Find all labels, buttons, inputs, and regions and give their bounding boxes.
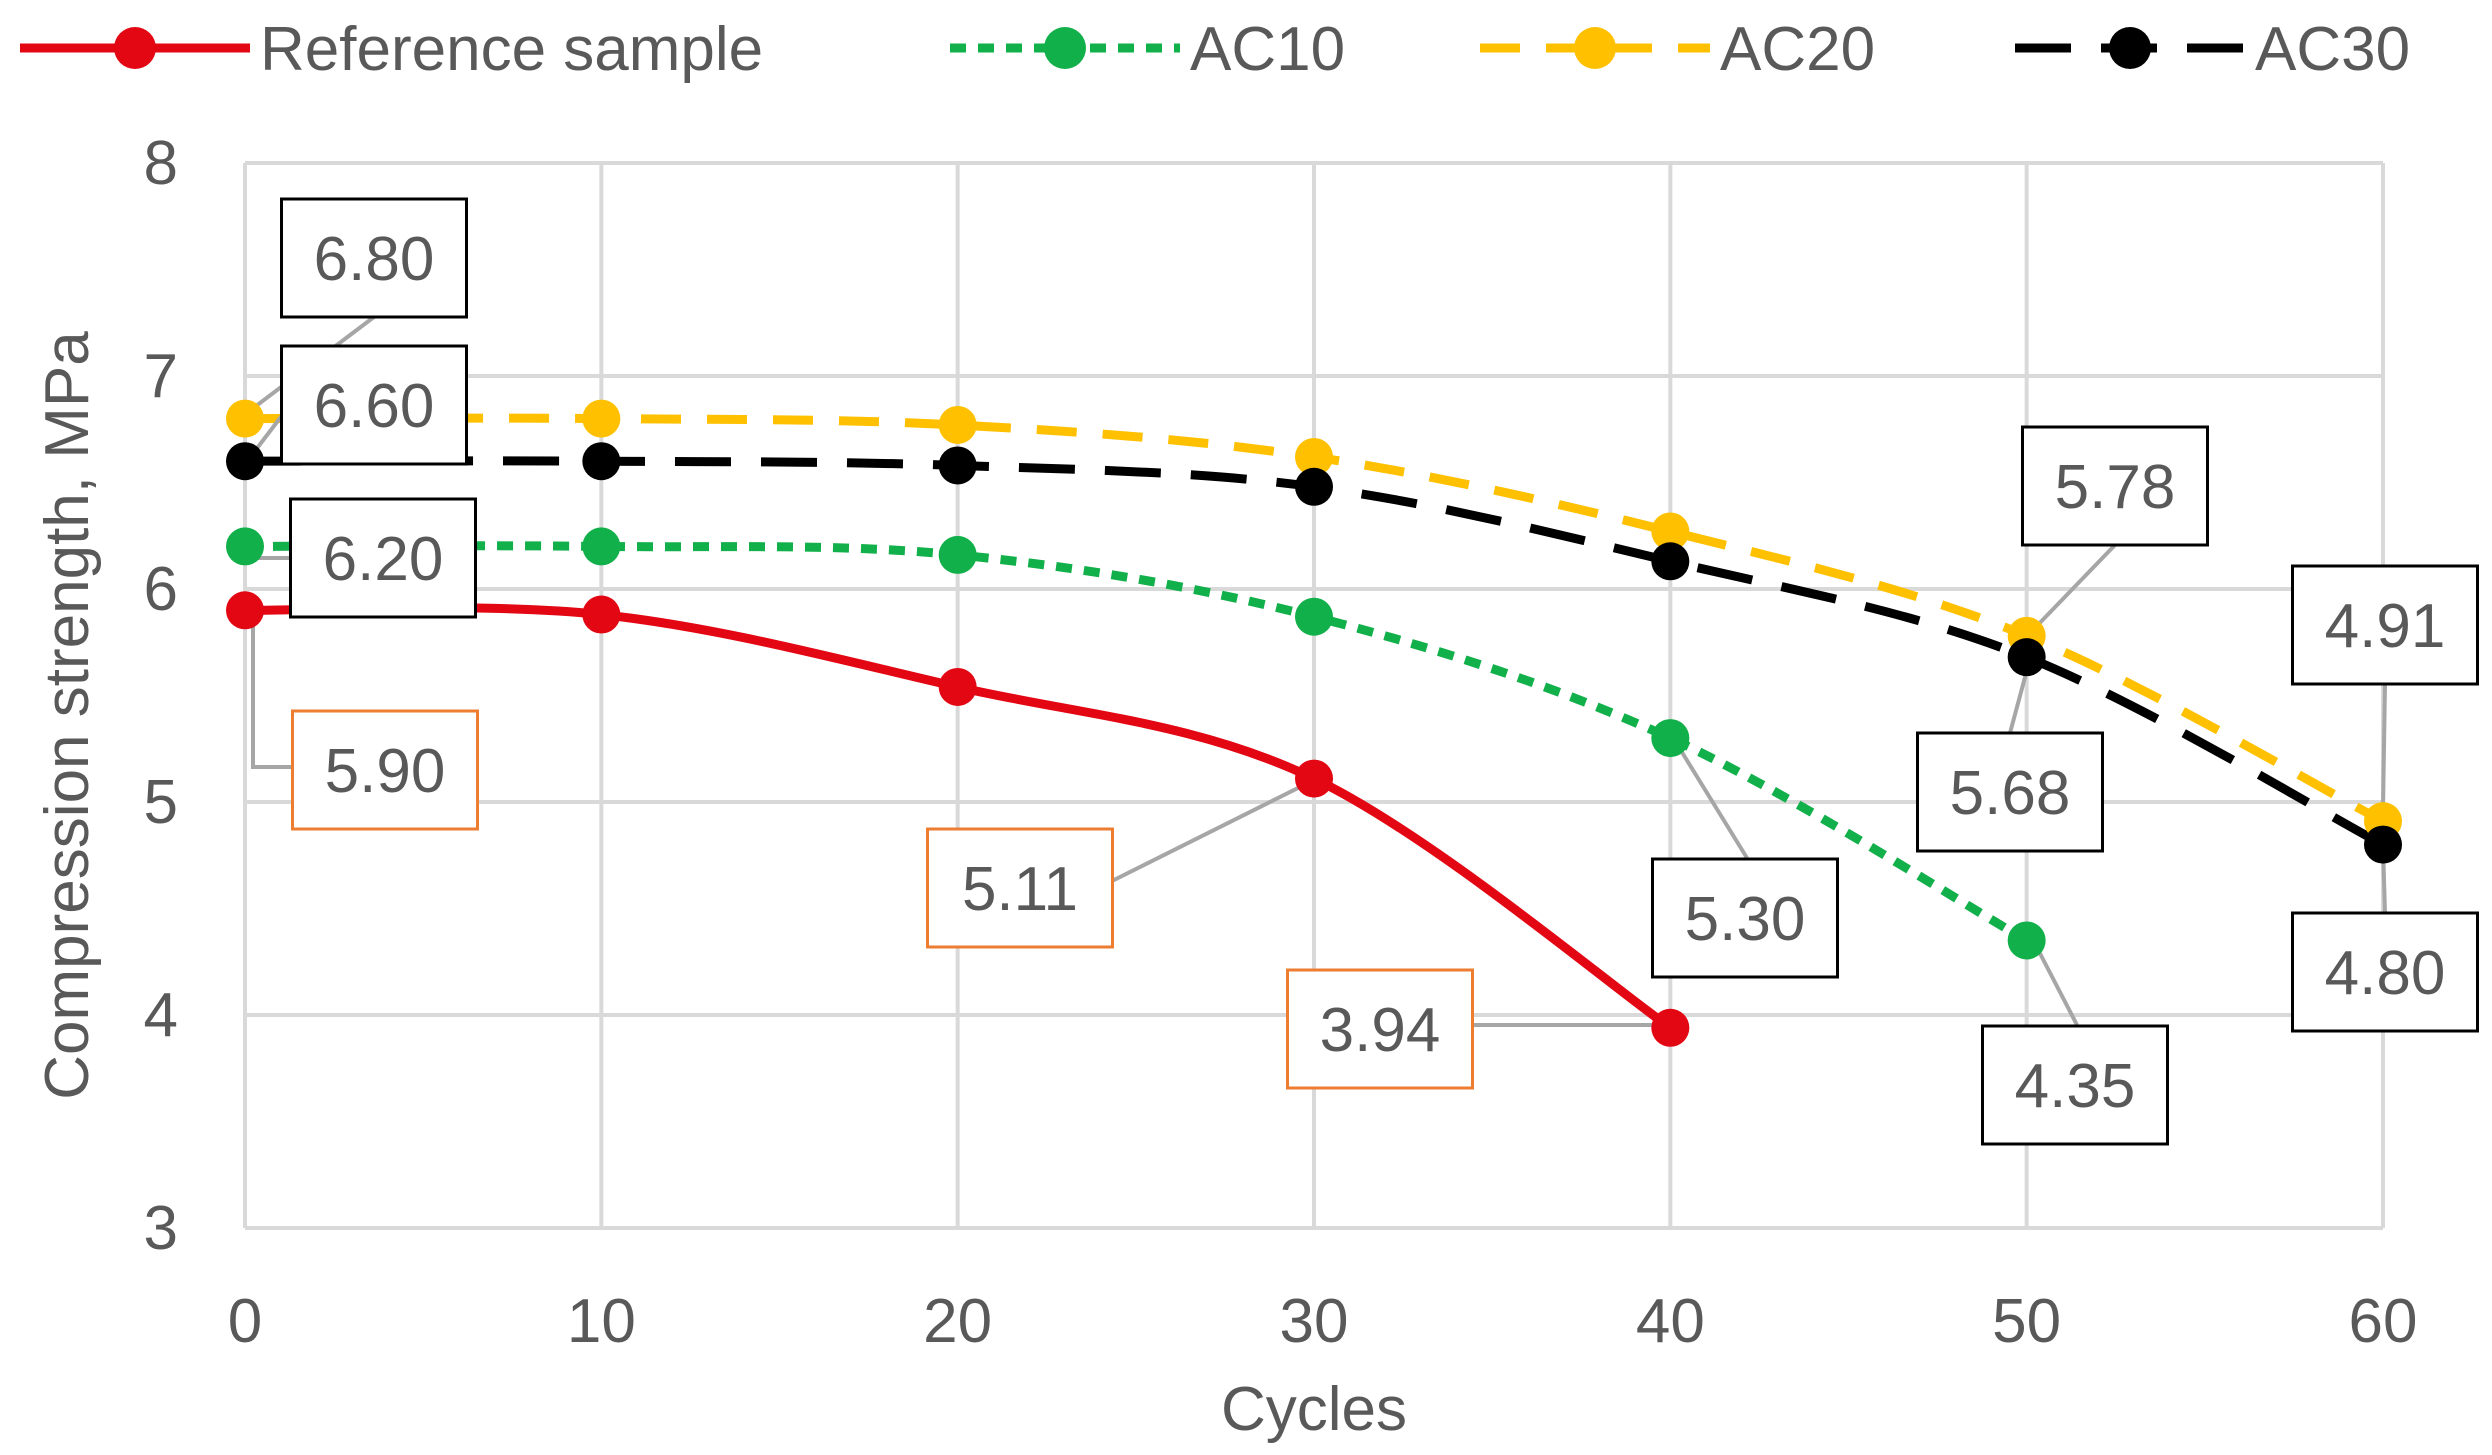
series-1-marker (582, 527, 621, 566)
data-label: 5.11 (962, 855, 1078, 924)
series-0-marker (1651, 1008, 1690, 1047)
series-0-marker (1295, 759, 1333, 798)
series-3-marker (2007, 638, 2046, 677)
x-tick-label: 20 (923, 1287, 992, 1356)
data-label-box (1286, 968, 1474, 1090)
series-3-marker (1295, 467, 1333, 506)
series-3-marker (1651, 542, 1690, 581)
leader-line (1670, 734, 1749, 860)
series-2-marker (1295, 437, 1333, 476)
series-3-marker (582, 442, 621, 481)
data-label: 6.60 (314, 372, 435, 441)
leader-line (1097, 776, 1319, 890)
data-label-box (1651, 857, 1839, 979)
series-2-marker (1651, 512, 1690, 551)
data-label: 4.35 (2015, 1052, 2136, 1121)
series-3-marker (2364, 825, 2402, 864)
data-label-box (2291, 911, 2479, 1033)
y-tick-label: 5 (144, 768, 178, 837)
data-label-box (280, 197, 468, 319)
data-label-box (291, 709, 479, 831)
legend-swatch-marker (1574, 27, 1616, 69)
series-line-1 (244, 541, 2029, 945)
x-axis-title: Cycles (1221, 1375, 1407, 1444)
x-tick-label: 40 (1636, 1287, 1705, 1356)
data-label: 4.80 (2325, 939, 2446, 1008)
y-tick-label: 7 (144, 342, 178, 411)
data-labels: 5.90 5.11 3.94 6.20 5.30 4.35 6.80 5.78 4.91 6.60… (280, 197, 2479, 1146)
y-tick-label: 3 (144, 1194, 178, 1263)
data-label-box (289, 497, 477, 619)
y-axis-title: Compression strength, MPa (33, 331, 102, 1100)
x-tick-label: 0 (228, 1287, 262, 1356)
legend-label: Reference sample (260, 15, 763, 84)
x-tick-label: 60 (2349, 1287, 2418, 1356)
series-0-marker (938, 667, 977, 706)
data-label: 5.30 (1685, 885, 1806, 954)
series-1-marker (938, 535, 977, 574)
leader-line (251, 610, 300, 769)
data-label: 3.94 (1320, 996, 1441, 1065)
data-label: 4.91 (2325, 592, 2446, 661)
series-2-marker (938, 405, 977, 444)
data-label: 5.90 (325, 737, 446, 806)
y-tick-label: 6 (144, 555, 178, 624)
series-0-marker (582, 595, 621, 634)
series-3-marker (938, 446, 977, 485)
data-label-box (926, 827, 1114, 949)
y-tick-label: 4 (144, 981, 178, 1050)
series-3-marker (226, 442, 264, 481)
data-label: 5.78 (2055, 453, 2176, 522)
data-label-box (1916, 731, 2104, 853)
data-label: 6.80 (314, 225, 435, 294)
legend-label: AC30 (2255, 15, 2410, 84)
legend-swatch-marker (114, 27, 156, 69)
x-tick-label: 50 (1992, 1287, 2061, 1356)
legend-swatch-marker (1044, 27, 1086, 69)
series-1-marker (1651, 719, 1690, 758)
data-label-box (2291, 564, 2479, 686)
x-tick-label: 10 (567, 1287, 636, 1356)
legend-swatch-marker (2109, 27, 2151, 69)
legend: Reference sample AC10 AC20 AC30 (20, 15, 2410, 84)
series-2-marker (226, 399, 264, 438)
series-1-marker (226, 527, 264, 566)
axes: 0 10 20 30 40 50 60 3 4 5 6 7 8 Cycles Compression str… (33, 129, 2417, 1444)
leader-line (2029, 543, 2117, 634)
legend-label: AC10 (1190, 15, 1345, 84)
series-2-marker (582, 399, 621, 438)
x-tick-label: 30 (1280, 1287, 1349, 1356)
data-label-box (280, 344, 468, 466)
data-label: 5.68 (1950, 759, 2071, 828)
series-0-marker (226, 591, 264, 630)
data-label-box (1981, 1024, 2169, 1146)
series-markers (226, 399, 2402, 1047)
legend-label: AC20 (1720, 15, 1875, 84)
data-label-box (2021, 425, 2209, 547)
leader-line (2381, 683, 2387, 811)
series-1-marker (1295, 597, 1333, 636)
y-tick-label: 8 (144, 129, 178, 198)
data-label: 6.20 (323, 525, 444, 594)
series-1-marker (2007, 921, 2046, 960)
